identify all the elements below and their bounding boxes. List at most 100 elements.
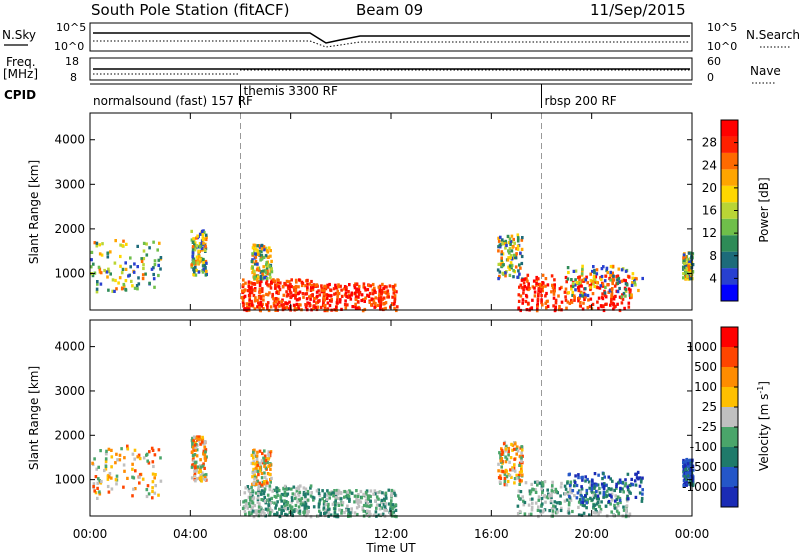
echo-cell	[355, 306, 359, 310]
echo-cell	[192, 456, 195, 460]
echo-cell	[262, 298, 265, 302]
echo-cell	[518, 509, 522, 514]
echo-cell	[203, 456, 207, 460]
echo-cell	[622, 278, 626, 282]
freq-unit: [MHz]	[3, 67, 38, 81]
echo-cell	[121, 244, 124, 248]
x-tick-label: 00:00	[675, 527, 710, 541]
echo-cell	[686, 462, 690, 466]
echo-cell	[264, 507, 268, 511]
echo-cell	[242, 278, 245, 282]
echo-cell	[340, 511, 343, 515]
echo-cell	[618, 295, 622, 299]
echo-cell	[584, 278, 588, 282]
echo-cell	[242, 500, 245, 504]
echo-cell	[600, 500, 603, 504]
echo-cell	[374, 492, 377, 496]
echo-cell	[97, 477, 100, 481]
echo-cell	[263, 489, 266, 493]
echo-cell	[550, 274, 554, 278]
echo-cell	[640, 478, 643, 482]
echo-cell	[202, 449, 206, 453]
echo-cell	[190, 263, 193, 267]
echo-cell	[503, 242, 507, 246]
cpid-segment-label: themis 3300 RF	[244, 84, 338, 98]
echo-cell	[124, 279, 128, 283]
echo-cell	[601, 304, 605, 308]
echo-cell	[288, 280, 291, 284]
echo-cell	[581, 503, 585, 507]
echo-cell	[580, 500, 583, 504]
echo-cell	[251, 462, 255, 466]
echo-cell	[268, 283, 272, 287]
echo-cell	[574, 288, 577, 292]
echo-cell	[621, 480, 625, 484]
echo-cell	[628, 293, 632, 297]
echo-cell	[497, 236, 500, 240]
echo-cell	[505, 444, 508, 448]
echo-cell	[531, 298, 534, 302]
echo-cell	[145, 242, 148, 246]
echo-cell	[298, 278, 301, 282]
echo-cell	[256, 262, 259, 266]
echo-cell	[263, 449, 266, 453]
echo-cell	[545, 495, 549, 499]
echo-cell	[683, 481, 687, 485]
echo-cell	[554, 301, 558, 305]
echo-cell	[609, 502, 612, 506]
echo-cell	[259, 297, 263, 301]
echo-cell	[262, 255, 266, 259]
echo-cell	[382, 286, 386, 290]
echo-cell	[510, 249, 514, 253]
echo-cell	[627, 301, 631, 305]
echo-cell	[628, 490, 631, 494]
echo-cell	[197, 437, 201, 441]
echo-cell	[259, 510, 262, 514]
echo-cell	[540, 294, 543, 298]
echo-cell	[250, 301, 254, 305]
noise-tick-top-right: 10^5	[707, 21, 737, 34]
echo-cell	[577, 476, 580, 480]
echo-cell	[271, 292, 274, 297]
echo-cell	[384, 301, 388, 305]
echo-cell	[531, 285, 535, 289]
echo-cell	[263, 475, 267, 479]
echo-cell	[501, 450, 504, 454]
echo-cell	[159, 479, 163, 483]
echo-cell	[533, 294, 537, 298]
echo-cell	[578, 275, 581, 279]
echo-cell	[601, 297, 605, 301]
echo-cell	[262, 269, 265, 273]
echo-cell	[106, 275, 109, 279]
echo-cell	[578, 497, 582, 502]
echo-cell	[392, 285, 395, 289]
echo-cell	[336, 295, 339, 299]
echo-cell	[509, 240, 513, 244]
echo-cell	[138, 457, 142, 461]
echo-cell	[599, 284, 603, 288]
echo-cell	[299, 502, 303, 506]
echo-cell	[150, 267, 154, 271]
echo-cell	[373, 489, 377, 493]
echo-cell	[194, 448, 197, 452]
echo-cell	[596, 500, 600, 505]
echo-cell	[287, 286, 290, 291]
echo-cell	[387, 502, 391, 506]
echo-cell	[310, 284, 314, 288]
echo-cell	[610, 487, 613, 491]
echo-cell	[264, 458, 268, 462]
echo-cell	[194, 479, 197, 483]
echo-cell	[365, 509, 369, 513]
echo-cell	[122, 239, 125, 243]
colorbar-tick-label: 500	[694, 360, 717, 374]
echo-cell	[203, 263, 207, 267]
echo-cell	[321, 489, 324, 493]
echo-cell	[190, 229, 193, 233]
echo-cell	[309, 486, 312, 490]
echo-cell	[242, 283, 245, 287]
echo-cell	[306, 301, 309, 305]
echo-cell	[375, 495, 379, 499]
echo-cell	[153, 285, 156, 289]
echo-cell	[265, 267, 269, 271]
echo-cell	[191, 247, 195, 251]
